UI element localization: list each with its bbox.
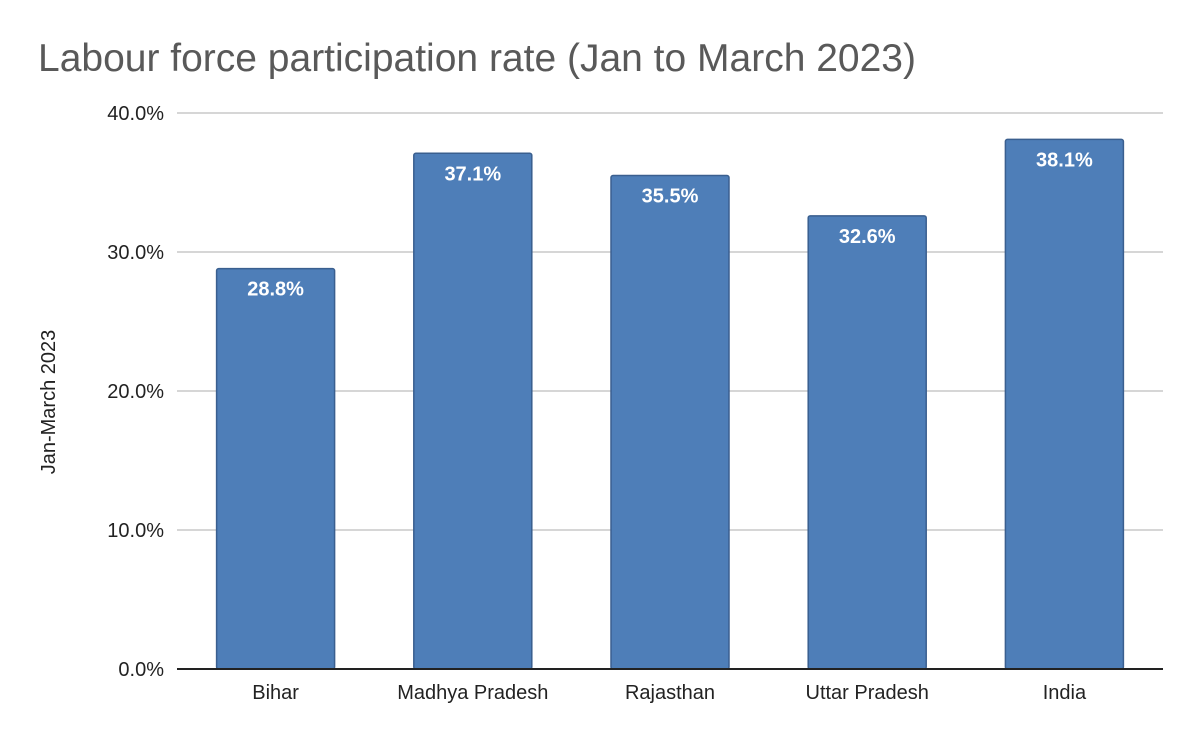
y-tick-label: 30.0% [107, 242, 164, 264]
bar [807, 215, 927, 670]
y-tick-label: 20.0% [107, 381, 164, 403]
x-axis-ticks: Bihar Madhya Pradesh Rajasthan Uttar Prades… [252, 682, 1087, 704]
bar [610, 174, 730, 670]
y-tick-label: 10.0% [107, 520, 164, 542]
x-tick-label: Bihar [252, 682, 299, 704]
y-axis-ticks: 0.0% 10.0% 20.0% 30.0% 40.0% [107, 103, 164, 681]
bar [1004, 138, 1125, 670]
x-tick-label: India [1043, 682, 1087, 704]
y-tick-label: 0.0% [118, 659, 164, 681]
bar [413, 152, 533, 670]
bars: 28.8% 37.1% 35.5% 32.6% 38.1% [215, 138, 1125, 670]
x-tick-label: Madhya Pradesh [397, 682, 548, 704]
bar [215, 267, 336, 670]
bar-value-label: 38.1% [1036, 149, 1093, 171]
chart-title: Labour force participation rate (Jan to … [38, 37, 916, 80]
bar-value-label: 35.5% [642, 186, 699, 208]
bar-value-label: 37.1% [444, 163, 501, 185]
x-tick-label: Rajasthan [625, 682, 715, 704]
x-tick-label: Uttar Pradesh [806, 682, 929, 704]
y-axis-label: Jan-March 2023 [38, 330, 60, 475]
y-tick-label: 40.0% [107, 103, 164, 125]
bar-value-label: 32.6% [839, 226, 896, 248]
bar-value-label: 28.8% [247, 279, 304, 301]
